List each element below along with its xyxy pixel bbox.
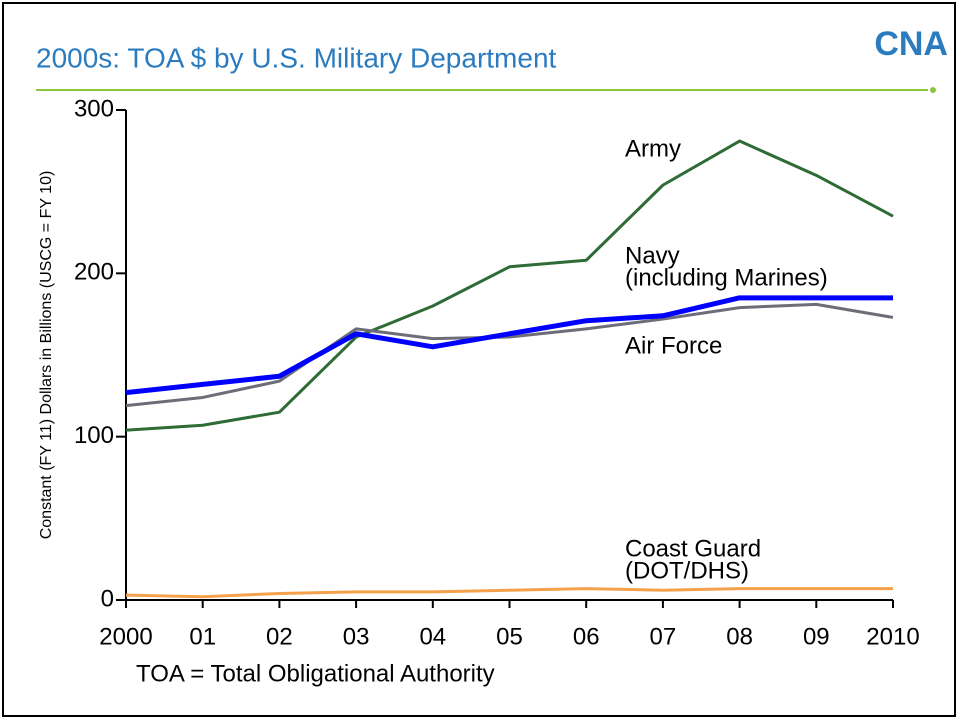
- series-sublabel: (including Marines): [625, 264, 828, 291]
- x-tick-label: 08: [726, 623, 753, 650]
- series-line: [125, 295, 893, 396]
- series-label: Coast Guard: [625, 535, 761, 562]
- x-tick-label: 01: [189, 623, 216, 650]
- series-sublabel: (DOT/DHS): [625, 557, 749, 584]
- x-tick-label: 04: [419, 623, 446, 650]
- y-tick-label: 100: [74, 422, 114, 449]
- y-tick-label: 0: [101, 585, 114, 612]
- series-label: Air Force: [625, 332, 722, 359]
- y-tick-label: 200: [74, 259, 114, 286]
- x-tick-label: 2000: [99, 623, 152, 650]
- logo: CNA: [874, 25, 948, 63]
- series-label: Army: [625, 135, 681, 162]
- y-tick-label: 300: [74, 95, 114, 122]
- series-label: Navy: [625, 242, 680, 269]
- footnote: TOA = Total Obligational Authority: [136, 660, 495, 687]
- y-axis-label: Constant (FY 11) Dollars in Billions (US…: [38, 171, 55, 540]
- series-line: [125, 139, 894, 432]
- x-tick-label: 05: [496, 623, 523, 650]
- title-dot: [930, 87, 936, 93]
- series-line: [125, 587, 893, 599]
- x-tick-label: 09: [803, 623, 830, 650]
- x-tick-label: 02: [266, 623, 293, 650]
- series-line: [125, 302, 894, 408]
- x-tick-label: 06: [573, 623, 600, 650]
- x-tick-label: 07: [650, 623, 677, 650]
- chart-title: 2000s: TOA $ by U.S. Military Department: [36, 42, 557, 73]
- x-tick-label: 03: [343, 623, 370, 650]
- x-tick-label: 2010: [866, 623, 919, 650]
